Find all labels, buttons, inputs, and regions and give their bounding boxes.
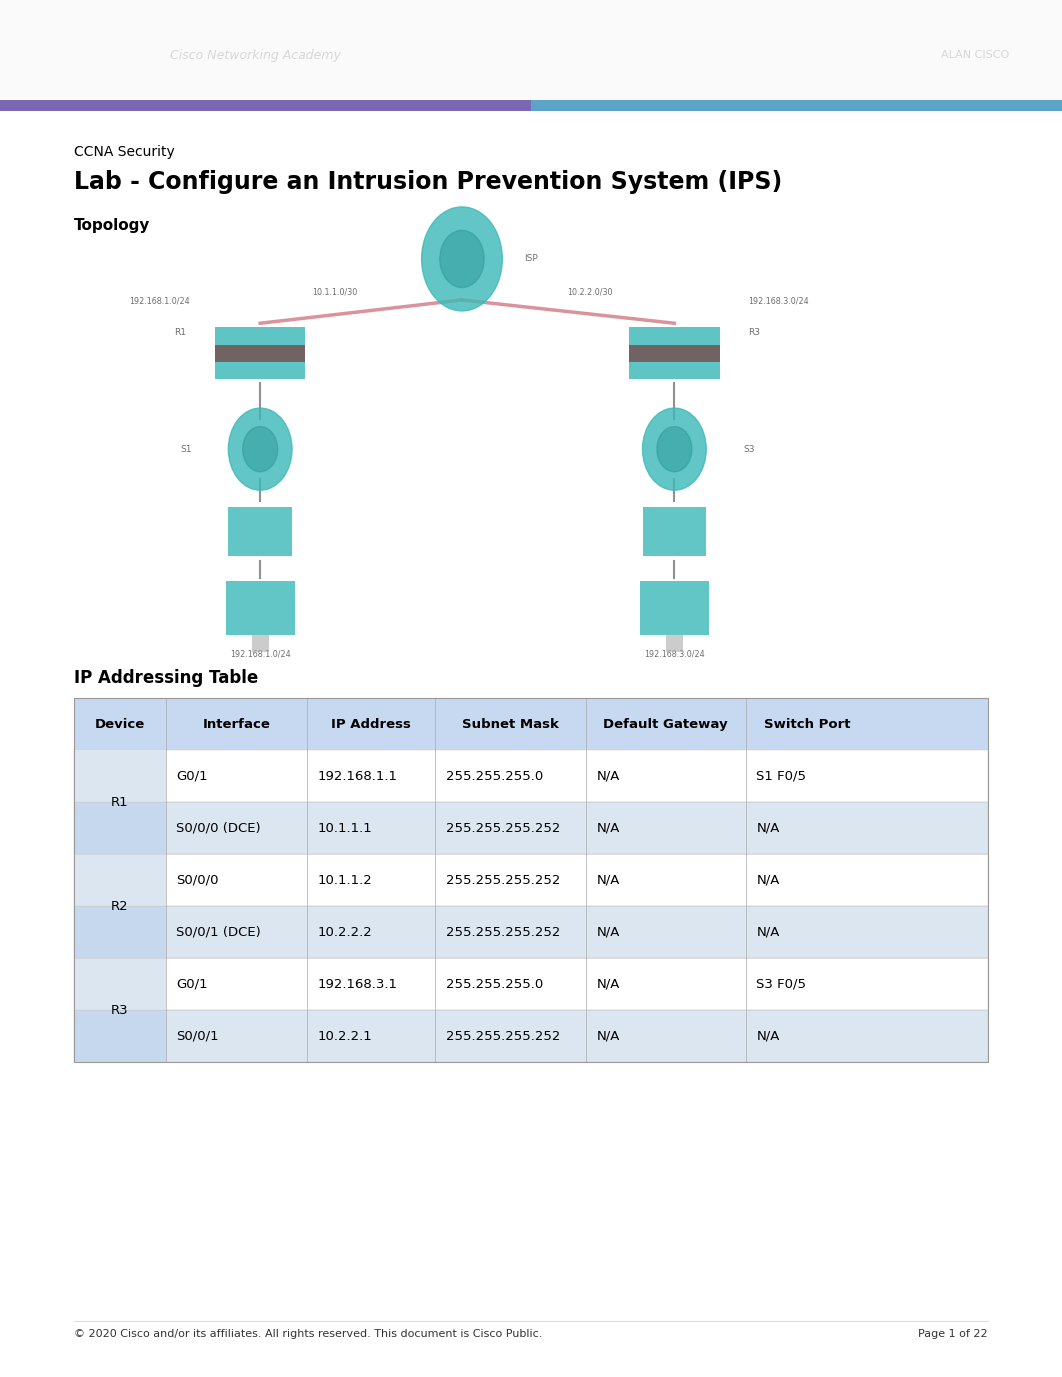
Text: S1: S1 (181, 445, 191, 453)
Text: Device: Device (95, 717, 145, 731)
Text: R3: R3 (112, 1004, 129, 1016)
Bar (74, 803, 988, 854)
Bar (74, 1011, 166, 1062)
Bar (74, 803, 166, 854)
Text: N/A: N/A (756, 1030, 780, 1042)
Bar (74, 906, 988, 958)
Bar (639, 581, 708, 635)
Bar (74, 958, 988, 1011)
Text: S3: S3 (743, 445, 754, 453)
Circle shape (643, 408, 706, 490)
Bar (215, 328, 305, 379)
Bar (0, 101, 531, 112)
Text: N/A: N/A (597, 874, 620, 887)
Text: 192.168.3.1: 192.168.3.1 (318, 978, 398, 990)
Text: 192.168.1.0/24: 192.168.1.0/24 (229, 650, 291, 660)
Circle shape (228, 408, 292, 490)
Text: 192.168.1.1: 192.168.1.1 (318, 770, 398, 782)
Text: 255.255.255.252: 255.255.255.252 (446, 1030, 560, 1042)
Text: ALAN CISCO: ALAN CISCO (941, 50, 1009, 61)
Text: Lab - Configure an Intrusion Prevention System (IPS): Lab - Configure an Intrusion Prevention … (74, 169, 783, 194)
Text: G0/1: G0/1 (176, 978, 208, 990)
Text: N/A: N/A (597, 978, 620, 990)
Circle shape (242, 427, 277, 472)
Circle shape (422, 207, 502, 311)
Text: 192.168.3.0/24: 192.168.3.0/24 (644, 650, 705, 660)
Text: 10.2.2.0/30: 10.2.2.0/30 (567, 288, 612, 296)
Text: CCNA Security: CCNA Security (74, 146, 175, 160)
Bar (0, 0, 1062, 101)
Text: S0/0/0: S0/0/0 (176, 874, 219, 887)
Text: S1 F0/5: S1 F0/5 (756, 770, 806, 782)
Text: 192.168.1.0/24: 192.168.1.0/24 (129, 297, 190, 306)
Text: Page 1 of 22: Page 1 of 22 (918, 1329, 988, 1338)
Bar (74, 958, 166, 1011)
Text: 10.2.2.2: 10.2.2.2 (318, 925, 373, 939)
Text: IP Addressing Table: IP Addressing Table (74, 669, 258, 687)
Circle shape (656, 427, 692, 472)
Text: S3 F0/5: S3 F0/5 (756, 978, 806, 990)
Text: 255.255.255.0: 255.255.255.0 (446, 770, 543, 782)
Text: 255.255.255.252: 255.255.255.252 (446, 925, 560, 939)
Text: 192.168.3.0/24: 192.168.3.0/24 (748, 297, 809, 306)
Text: 255.255.255.0: 255.255.255.0 (446, 978, 543, 990)
Bar (531, 101, 1062, 112)
Text: N/A: N/A (597, 770, 620, 782)
Text: 10.2.2.1: 10.2.2.1 (318, 1030, 373, 1042)
Text: Interface: Interface (203, 717, 271, 731)
Bar (74, 1011, 988, 1062)
Bar (74, 854, 988, 906)
Text: © 2020 Cisco and/or its affiliates. All rights reserved. This document is Cisco : © 2020 Cisco and/or its affiliates. All … (74, 1329, 543, 1338)
Bar (225, 581, 294, 635)
Bar (643, 507, 706, 556)
Text: 10.1.1.2: 10.1.1.2 (318, 874, 373, 887)
Text: Topology: Topology (74, 218, 151, 233)
Text: N/A: N/A (597, 822, 620, 834)
Bar (252, 635, 269, 651)
Text: Switch Port: Switch Port (764, 717, 851, 731)
Text: N/A: N/A (597, 925, 620, 939)
Circle shape (440, 230, 484, 288)
Text: S0/0/1: S0/0/1 (176, 1030, 219, 1042)
Text: N/A: N/A (756, 822, 780, 834)
Text: R3: R3 (748, 328, 760, 337)
Text: 255.255.255.252: 255.255.255.252 (446, 874, 560, 887)
Text: Subnet Mask: Subnet Mask (462, 717, 559, 731)
Text: N/A: N/A (597, 1030, 620, 1042)
Text: Cisco Networking Academy: Cisco Networking Academy (170, 48, 341, 62)
Bar (74, 906, 166, 958)
Text: N/A: N/A (756, 925, 780, 939)
Text: S0/0/0 (DCE): S0/0/0 (DCE) (176, 822, 261, 834)
Text: R1: R1 (174, 328, 187, 337)
Bar (74, 750, 166, 803)
Bar (215, 344, 305, 362)
Bar (74, 698, 988, 1062)
Text: S0/0/1 (DCE): S0/0/1 (DCE) (176, 925, 261, 939)
Text: R1: R1 (112, 796, 129, 808)
Bar (629, 344, 719, 362)
Bar (74, 750, 988, 803)
Text: R2: R2 (112, 899, 129, 913)
Bar (228, 507, 292, 556)
Text: N/A: N/A (756, 874, 780, 887)
Text: G0/1: G0/1 (176, 770, 208, 782)
Text: 255.255.255.252: 255.255.255.252 (446, 822, 560, 834)
Bar (74, 698, 988, 750)
Text: 10.1.1.0/30: 10.1.1.0/30 (312, 288, 357, 296)
Bar (74, 854, 166, 906)
Text: IP Address: IP Address (331, 717, 411, 731)
Text: Default Gateway: Default Gateway (603, 717, 729, 731)
Bar (666, 635, 683, 651)
Text: ISP: ISP (525, 255, 537, 263)
Bar (629, 328, 719, 379)
Text: 10.1.1.1: 10.1.1.1 (318, 822, 373, 834)
